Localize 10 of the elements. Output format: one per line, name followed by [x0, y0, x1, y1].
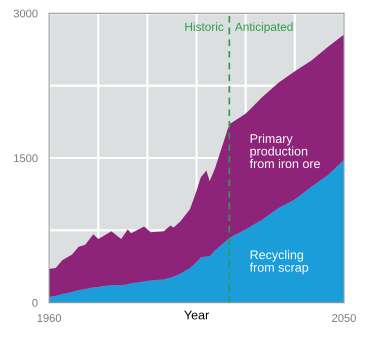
x-axis-title: Year	[184, 310, 209, 320]
y-tick-label: 0	[32, 298, 38, 307]
annotation: Historic	[185, 22, 224, 31]
annotation: Anticipated	[234, 22, 293, 34]
x-tick-label: 1960	[38, 314, 62, 322]
series-label: Primary production from iron ore	[250, 134, 320, 168]
y-tick-label: 1500	[14, 154, 38, 162]
series-label: Recycling from scrap	[250, 250, 308, 274]
x-tick-label: 2050	[332, 314, 356, 322]
y-tick-label: 3000	[14, 10, 38, 18]
